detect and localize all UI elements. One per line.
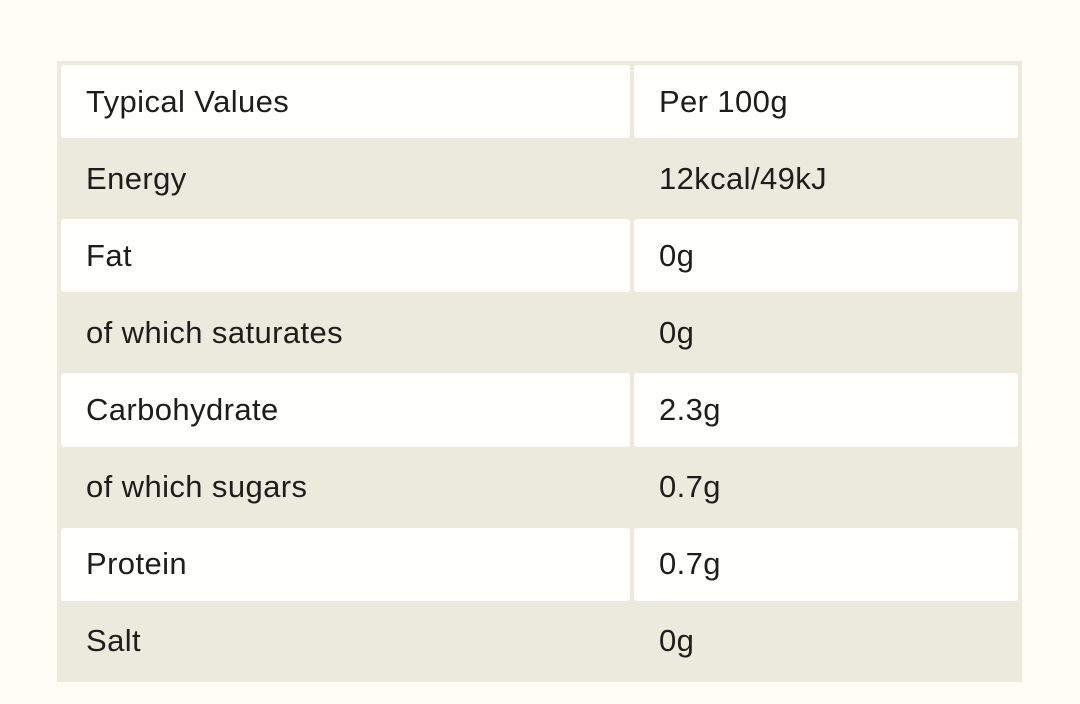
table-row-carbohydrate: Carbohydrate 2.3g [61, 373, 1018, 447]
row-value: 0g [658, 623, 695, 659]
table-row-fat: Fat 0g [61, 219, 1018, 293]
row-value: 0g [633, 219, 1018, 293]
nutrition-table: Typical Values Per 100g Energy 12kcal/49… [57, 61, 1022, 682]
row-value: 0.7g [658, 469, 721, 505]
table-row-saturates: of which saturates 0g [61, 296, 1018, 369]
row-value: 2.3g [633, 373, 1018, 447]
table-row-sugars: of which sugars 0.7g [61, 451, 1018, 524]
row-label: of which sugars [86, 469, 308, 505]
table-row-protein: Protein 0.7g [61, 527, 1018, 601]
header-label: Typical Values [61, 65, 630, 138]
table-header-row: Typical Values Per 100g [61, 65, 1018, 138]
table-row-salt: Salt 0g [61, 605, 1018, 678]
row-label: Protein [61, 527, 630, 601]
row-label: Energy [86, 160, 187, 196]
row-value: 0g [658, 314, 695, 350]
row-label: Salt [86, 623, 142, 659]
row-value: 0.7g [633, 527, 1018, 601]
row-label: Fat [61, 219, 630, 293]
row-label: Carbohydrate [61, 373, 630, 447]
table-row-energy: Energy 12kcal/49kJ [61, 142, 1018, 215]
header-value: Per 100g [633, 65, 1018, 138]
row-value: 12kcal/49kJ [658, 160, 828, 196]
row-label: of which saturates [86, 314, 344, 350]
typical-values-table: Typical Values Per 100g Energy 12kcal/49… [57, 61, 1022, 682]
